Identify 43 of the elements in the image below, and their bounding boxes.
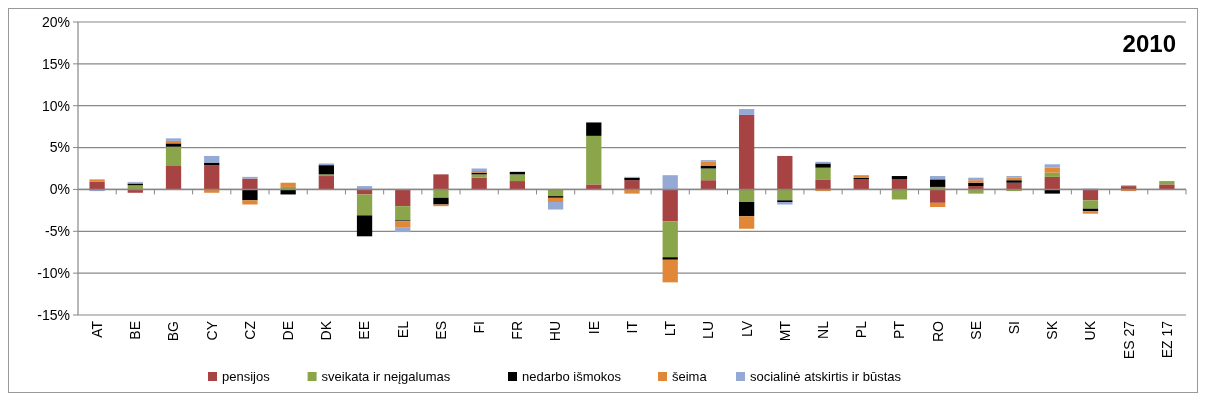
x-tick-label: PT: [891, 320, 908, 339]
x-tick-label: SI: [1005, 321, 1022, 335]
legend-label: nedarbo išmokos: [522, 369, 622, 384]
x-tick-label: IT: [623, 320, 640, 334]
x-tick-label: DE: [280, 321, 297, 341]
legend-label: šeima: [672, 369, 708, 384]
x-tick-label: FR: [509, 321, 526, 340]
x-tick-label: BE: [127, 321, 144, 340]
x-tick-label: HU: [547, 321, 564, 342]
x-tick-label: UK: [1082, 320, 1099, 341]
legend-label: sveikata ir neįgalumas: [321, 369, 451, 384]
y-tick-label: -15%: [37, 306, 70, 323]
y-tick-label: -5%: [45, 223, 70, 240]
x-tick-label: EL: [394, 320, 411, 339]
x-tick-label: AT: [89, 320, 105, 338]
x-tick-label: LV: [738, 320, 755, 338]
x-tick-label: DK: [318, 320, 335, 341]
y-tick-label: 10%: [41, 97, 70, 114]
x-tick-label: NL: [814, 320, 831, 339]
x-tick-label: EZ 17: [1158, 320, 1175, 359]
y-tick-label: 15%: [41, 55, 70, 72]
x-tick-label: IE: [585, 321, 602, 335]
x-tick-label: ES: [432, 321, 449, 340]
chart-title: 2010: [1122, 30, 1176, 57]
x-tick-label: ES 27: [1120, 320, 1137, 360]
y-tick-label: -10%: [37, 265, 70, 282]
legend-label: socialinė atskirtis ir būstas: [750, 369, 902, 384]
x-tick-label: BG: [165, 321, 182, 342]
x-tick-label: CZ: [241, 320, 258, 340]
x-tick-label: MT: [776, 320, 793, 342]
x-tick-label: EE: [356, 321, 373, 340]
x-tick-label: SE: [967, 321, 984, 340]
x-tick-label: SK: [1044, 320, 1061, 340]
x-tick-label: CY: [203, 320, 220, 341]
x-tick-label: LT: [662, 320, 679, 337]
x-tick-label: LU: [700, 321, 717, 339]
y-tick-label: 20%: [41, 13, 70, 30]
y-tick-label: 0%: [49, 181, 70, 198]
y-tick-label: 5%: [49, 139, 70, 156]
x-tick-label: RO: [929, 320, 946, 342]
x-tick-label: PL: [853, 320, 870, 339]
legend-label: pensijos: [222, 369, 271, 384]
x-tick-label: FI: [471, 321, 488, 334]
